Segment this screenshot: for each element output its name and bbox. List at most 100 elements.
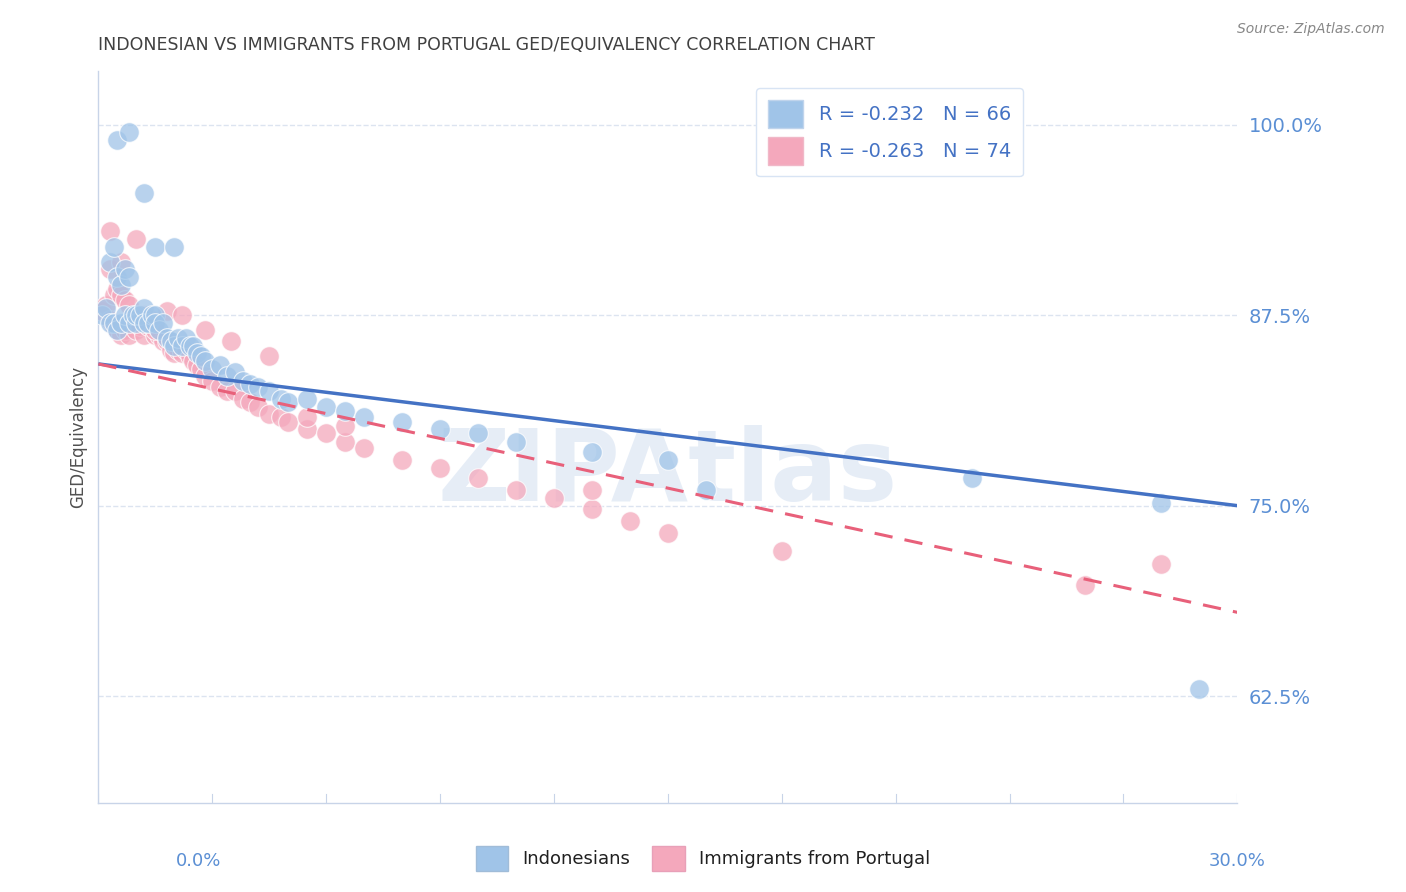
Point — [129, 308, 152, 322]
Point — [581, 483, 603, 498]
Point — [277, 415, 299, 429]
Point — [190, 361, 212, 376]
Point — [159, 334, 181, 348]
Point — [94, 301, 117, 315]
Point — [145, 308, 167, 322]
Point — [132, 186, 155, 201]
Point — [145, 323, 167, 337]
Point — [315, 400, 337, 414]
Point — [152, 334, 174, 348]
Point — [98, 262, 121, 277]
Point — [94, 297, 117, 311]
Point — [110, 316, 132, 330]
Point — [183, 354, 205, 368]
Point — [239, 376, 262, 391]
Text: 30.0%: 30.0% — [1209, 852, 1265, 870]
Point — [110, 277, 132, 292]
Point — [107, 282, 129, 296]
Point — [103, 318, 125, 333]
Point — [179, 349, 201, 363]
Point — [335, 434, 357, 449]
Point — [148, 328, 170, 343]
Point — [270, 410, 292, 425]
Point — [125, 308, 148, 322]
Text: 0.0%: 0.0% — [176, 852, 221, 870]
Point — [657, 526, 679, 541]
Point — [657, 453, 679, 467]
Point — [259, 384, 281, 399]
Point — [103, 316, 125, 330]
Point — [190, 349, 212, 363]
Point — [259, 407, 281, 421]
Point — [429, 422, 451, 436]
Point — [125, 232, 148, 246]
Point — [297, 422, 319, 436]
Point — [98, 316, 121, 330]
Point — [170, 346, 193, 360]
Point — [132, 328, 155, 343]
Point — [121, 312, 143, 326]
Point — [114, 262, 136, 277]
Point — [159, 343, 181, 358]
Point — [239, 395, 262, 409]
Point — [246, 380, 269, 394]
Point — [467, 471, 489, 485]
Point — [208, 359, 231, 373]
Point — [221, 334, 243, 348]
Text: ZIPAtlas: ZIPAtlas — [437, 425, 898, 522]
Point — [107, 133, 129, 147]
Point — [132, 316, 155, 330]
Legend: R = -0.232   N = 66, R = -0.263   N = 74: R = -0.232 N = 66, R = -0.263 N = 74 — [756, 88, 1022, 177]
Point — [194, 323, 217, 337]
Legend: Indonesians, Immigrants from Portugal: Indonesians, Immigrants from Portugal — [468, 838, 938, 879]
Point — [156, 331, 179, 345]
Point — [145, 328, 167, 343]
Point — [107, 270, 129, 285]
Point — [145, 316, 167, 330]
Point — [129, 318, 152, 333]
Point — [183, 338, 205, 352]
Point — [174, 343, 197, 358]
Point — [152, 316, 174, 330]
Point — [194, 354, 217, 368]
Point — [110, 288, 132, 302]
Point — [110, 255, 132, 269]
Point — [186, 346, 208, 360]
Point — [156, 334, 179, 348]
Point — [98, 255, 121, 269]
Point — [98, 312, 121, 326]
Point — [132, 308, 155, 322]
Point — [179, 338, 201, 352]
Point — [270, 392, 292, 406]
Point — [163, 338, 186, 352]
Point — [391, 453, 413, 467]
Point — [391, 415, 413, 429]
Point — [224, 365, 246, 379]
Point — [167, 343, 190, 358]
Point — [114, 293, 136, 307]
Point — [174, 331, 197, 345]
Point — [145, 239, 167, 253]
Point — [107, 323, 129, 337]
Point — [118, 270, 141, 285]
Point — [118, 316, 141, 330]
Point — [148, 323, 170, 337]
Point — [1074, 578, 1097, 592]
Point — [121, 308, 143, 322]
Point — [91, 303, 114, 318]
Point — [107, 323, 129, 337]
Point — [118, 125, 141, 139]
Point — [246, 400, 269, 414]
Point — [98, 224, 121, 238]
Point — [110, 328, 132, 343]
Point — [118, 297, 141, 311]
Point — [353, 441, 375, 455]
Point — [163, 346, 186, 360]
Point — [141, 312, 163, 326]
Point — [118, 328, 141, 343]
Point — [141, 308, 163, 322]
Point — [335, 419, 357, 434]
Point — [581, 501, 603, 516]
Point — [194, 369, 217, 384]
Point — [259, 349, 281, 363]
